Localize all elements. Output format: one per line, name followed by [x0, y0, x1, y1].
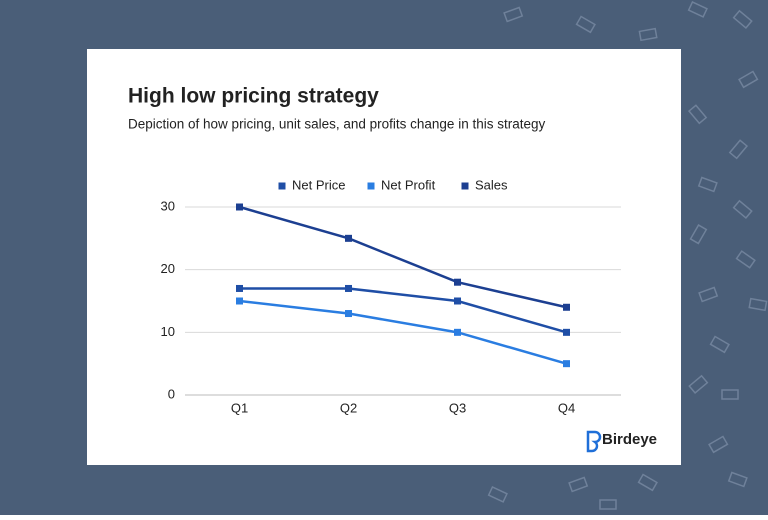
series-line — [239, 299, 567, 365]
point-marker — [236, 284, 243, 292]
series-line — [239, 287, 567, 334]
point-marker — [454, 297, 461, 305]
series-line — [239, 205, 567, 309]
x-tick-label: Q4 — [558, 400, 575, 415]
legend-marker — [461, 182, 469, 190]
point-marker — [563, 303, 570, 311]
point-marker — [454, 328, 461, 336]
y-tick-label: 30 — [161, 198, 175, 213]
chart-subtitle: Depiction of how pricing, unit sales, an… — [128, 117, 545, 132]
logo-icon — [586, 430, 602, 453]
logo: Birdeye — [586, 430, 657, 453]
legend-label: Net Price — [292, 177, 345, 192]
point-marker — [563, 328, 570, 336]
y-tick-label: 20 — [161, 261, 175, 276]
point-marker — [345, 284, 352, 292]
decorations — [487, 0, 768, 510]
chart-title: High low pricing strategy — [128, 85, 379, 108]
x-tick-label: Q1 — [231, 400, 248, 415]
y-tick-label: 0 — [168, 386, 175, 401]
legend-label: Net Profit — [381, 177, 436, 192]
point-marker — [236, 297, 243, 305]
logo-text: Birdeye — [602, 431, 657, 448]
x-tick-label: Q3 — [449, 400, 466, 415]
card — [87, 49, 681, 465]
point-marker — [454, 278, 461, 286]
y-tick-label: 10 — [161, 324, 175, 339]
point-marker — [236, 203, 243, 211]
x-tick-label: Q2 — [340, 400, 357, 415]
point-marker — [345, 234, 352, 242]
legend-marker — [367, 182, 375, 190]
point-marker — [563, 360, 570, 368]
point-marker — [345, 310, 352, 318]
legend-marker — [278, 182, 286, 190]
legend-label: Sales — [475, 177, 508, 192]
